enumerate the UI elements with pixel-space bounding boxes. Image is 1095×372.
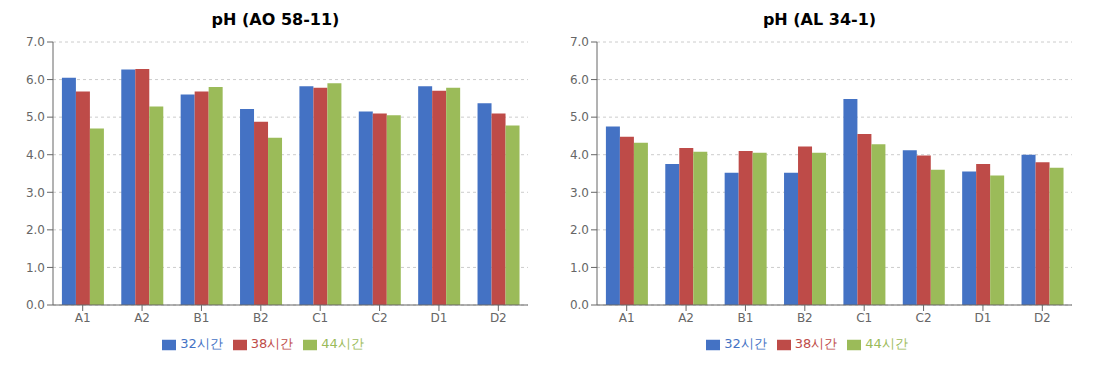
svg-text:2.0: 2.0	[570, 223, 589, 237]
svg-text:C2: C2	[916, 311, 932, 325]
svg-text:6.0: 6.0	[26, 73, 45, 87]
svg-text:D1: D1	[975, 311, 992, 325]
svg-text:3.0: 3.0	[26, 186, 45, 200]
html-text:44시간: 44시간	[865, 336, 908, 351]
svg-text:0.0: 0.0	[570, 298, 589, 312]
svg-text:2.0: 2.0	[26, 223, 45, 237]
svg-text:4.0: 4.0	[26, 148, 45, 162]
svg-text:A1: A1	[619, 311, 635, 325]
svg-text:D2: D2	[1034, 311, 1051, 325]
svg-text:B2: B2	[797, 311, 813, 325]
svg-text:B1: B1	[194, 311, 210, 325]
svg-text:C2: C2	[372, 311, 388, 325]
html-text:pH (AO 58-11): pH (AO 58-11)	[211, 10, 340, 29]
svg-text:1.0: 1.0	[570, 261, 589, 275]
svg-text:B1: B1	[738, 311, 754, 325]
svg-text:6.0: 6.0	[570, 73, 589, 87]
html-text:32시간: 32시간	[180, 336, 223, 351]
svg-text:5.0: 5.0	[26, 110, 45, 124]
svg-text:A2: A2	[678, 311, 694, 325]
svg-text:5.0: 5.0	[570, 110, 589, 124]
svg-text:3.0: 3.0	[570, 186, 589, 200]
svg-text:C1: C1	[312, 311, 328, 325]
html-text:pH (AL 34-1): pH (AL 34-1)	[762, 10, 877, 29]
html-text:38시간: 38시간	[250, 336, 294, 351]
html-text:32시간: 32시간	[724, 336, 767, 351]
svg-text:A1: A1	[75, 311, 91, 325]
html-text:44시간: 44시간	[321, 336, 364, 351]
svg-text:0.0: 0.0	[26, 298, 45, 312]
svg-text:C1: C1	[856, 311, 872, 325]
html-text:38시간: 38시간	[794, 336, 838, 351]
svg-text:4.0: 4.0	[570, 148, 589, 162]
svg-text:7.0: 7.0	[570, 35, 589, 49]
svg-text:A2: A2	[134, 311, 150, 325]
svg-text:1.0: 1.0	[26, 261, 45, 275]
svg-text:B2: B2	[253, 311, 269, 325]
svg-text:D2: D2	[490, 311, 507, 325]
svg-text:D1: D1	[431, 311, 448, 325]
svg-text:7.0: 7.0	[26, 35, 45, 49]
